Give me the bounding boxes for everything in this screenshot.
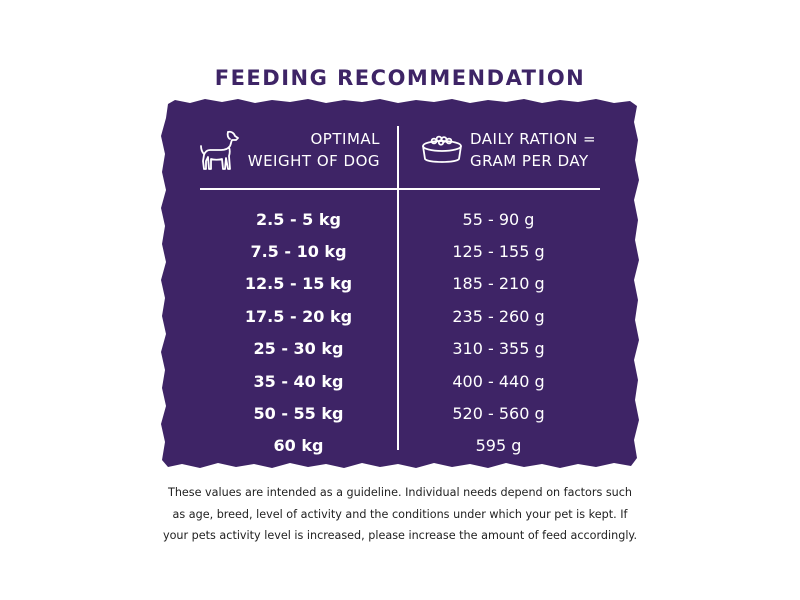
table-row: 50 - 55 kg 520 - 560 g <box>200 397 600 429</box>
footnote-line2: as age, breed, level of activity and the… <box>172 507 628 521</box>
weight-header-line2: WEIGHT OF DOG <box>247 152 380 170</box>
ration-cell: 55 - 90 g <box>462 209 535 229</box>
column-divider <box>397 126 399 450</box>
ration-cell: 235 - 260 g <box>452 306 545 326</box>
table-row: 7.5 - 10 kg 125 - 155 g <box>200 235 600 267</box>
ration-cell: 400 - 440 g <box>452 371 545 391</box>
ration-cell: 595 g <box>475 436 522 456</box>
weight-cell: 2.5 - 5 kg <box>256 209 341 229</box>
page-title: FEEDING RECOMMENDATION <box>214 66 586 90</box>
weight-column-header: OPTIMAL WEIGHT OF DOG <box>238 128 380 172</box>
ration-cell: 125 - 155 g <box>452 242 545 262</box>
dog-icon <box>200 130 239 170</box>
table-row: 35 - 40 kg 400 - 440 g <box>200 365 600 397</box>
weight-cell: 35 - 40 kg <box>253 371 344 391</box>
weight-cell: 50 - 55 kg <box>253 404 344 424</box>
footnote-line3: your pets activity level is increased, p… <box>162 529 638 542</box>
ration-cell: 520 - 560 g <box>452 404 545 424</box>
table-row: 12.5 - 15 kg 185 - 210 g <box>200 268 600 300</box>
header-divider <box>200 188 600 190</box>
ration-cell: 185 - 210 g <box>452 274 545 294</box>
weight-cell: 17.5 - 20 kg <box>244 306 353 326</box>
weight-cell: 60 kg <box>273 436 324 456</box>
ration-header-line2: GRAM PER DAY <box>470 152 589 170</box>
weight-cell: 7.5 - 10 kg <box>250 242 347 262</box>
ration-header-line1: DAILY RATION = <box>470 130 597 148</box>
feeding-table-body: 2.5 - 5 kg 55 - 90 g 7.5 - 10 kg 125 - 1… <box>200 203 600 462</box>
weight-cell: 12.5 - 15 kg <box>244 274 353 294</box>
footnote-line1: These values are intended as a guideline… <box>167 486 633 499</box>
guideline-footnote: These values are intended as a guideline… <box>100 482 700 547</box>
weight-header-line1: OPTIMAL <box>310 130 380 148</box>
table-row: 2.5 - 5 kg 55 - 90 g <box>200 203 600 235</box>
table-row: 25 - 30 kg 310 - 355 g <box>200 333 600 365</box>
weight-cell: 25 - 30 kg <box>253 339 344 359</box>
table-row: 60 kg 595 g <box>200 430 600 462</box>
food-bowl-icon <box>422 135 462 163</box>
ration-cell: 310 - 355 g <box>452 339 545 359</box>
table-row: 17.5 - 20 kg 235 - 260 g <box>200 300 600 332</box>
ration-column-header: DAILY RATION = GRAM PER DAY <box>470 128 610 172</box>
